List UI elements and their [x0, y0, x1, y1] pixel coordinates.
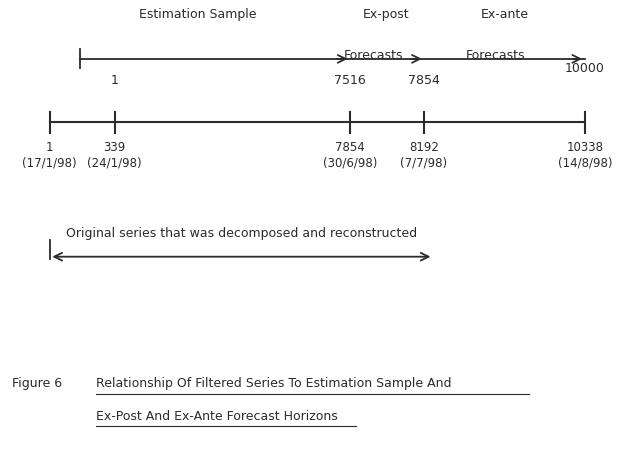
Text: Relationship Of Filtered Series To Estimation Sample And: Relationship Of Filtered Series To Estim…: [96, 377, 451, 390]
Text: Forecasts: Forecasts: [344, 49, 403, 63]
Text: 10338
(14/8/98): 10338 (14/8/98): [558, 141, 612, 169]
Text: Ex-ante: Ex-ante: [480, 8, 529, 21]
Text: 1
(17/1/98): 1 (17/1/98): [22, 141, 77, 169]
Text: 7854: 7854: [408, 74, 440, 87]
Text: Original series that was decomposed and reconstructed: Original series that was decomposed and …: [66, 227, 417, 240]
Text: 10000: 10000: [565, 62, 605, 75]
Text: 339
(24/1/98): 339 (24/1/98): [87, 141, 142, 169]
Text: Forecasts: Forecasts: [465, 49, 525, 63]
Text: 7854
(30/6/98): 7854 (30/6/98): [322, 141, 377, 169]
Text: 7516: 7516: [334, 74, 366, 87]
Text: 1: 1: [111, 74, 118, 87]
Text: 8192
(7/7/98): 8192 (7/7/98): [400, 141, 448, 169]
Text: Figure 6: Figure 6: [12, 377, 63, 390]
Text: Ex-Post And Ex-Ante Forecast Horizons: Ex-Post And Ex-Ante Forecast Horizons: [96, 410, 338, 423]
Text: Estimation Sample: Estimation Sample: [139, 8, 257, 21]
Text: Ex-post: Ex-post: [362, 8, 409, 21]
